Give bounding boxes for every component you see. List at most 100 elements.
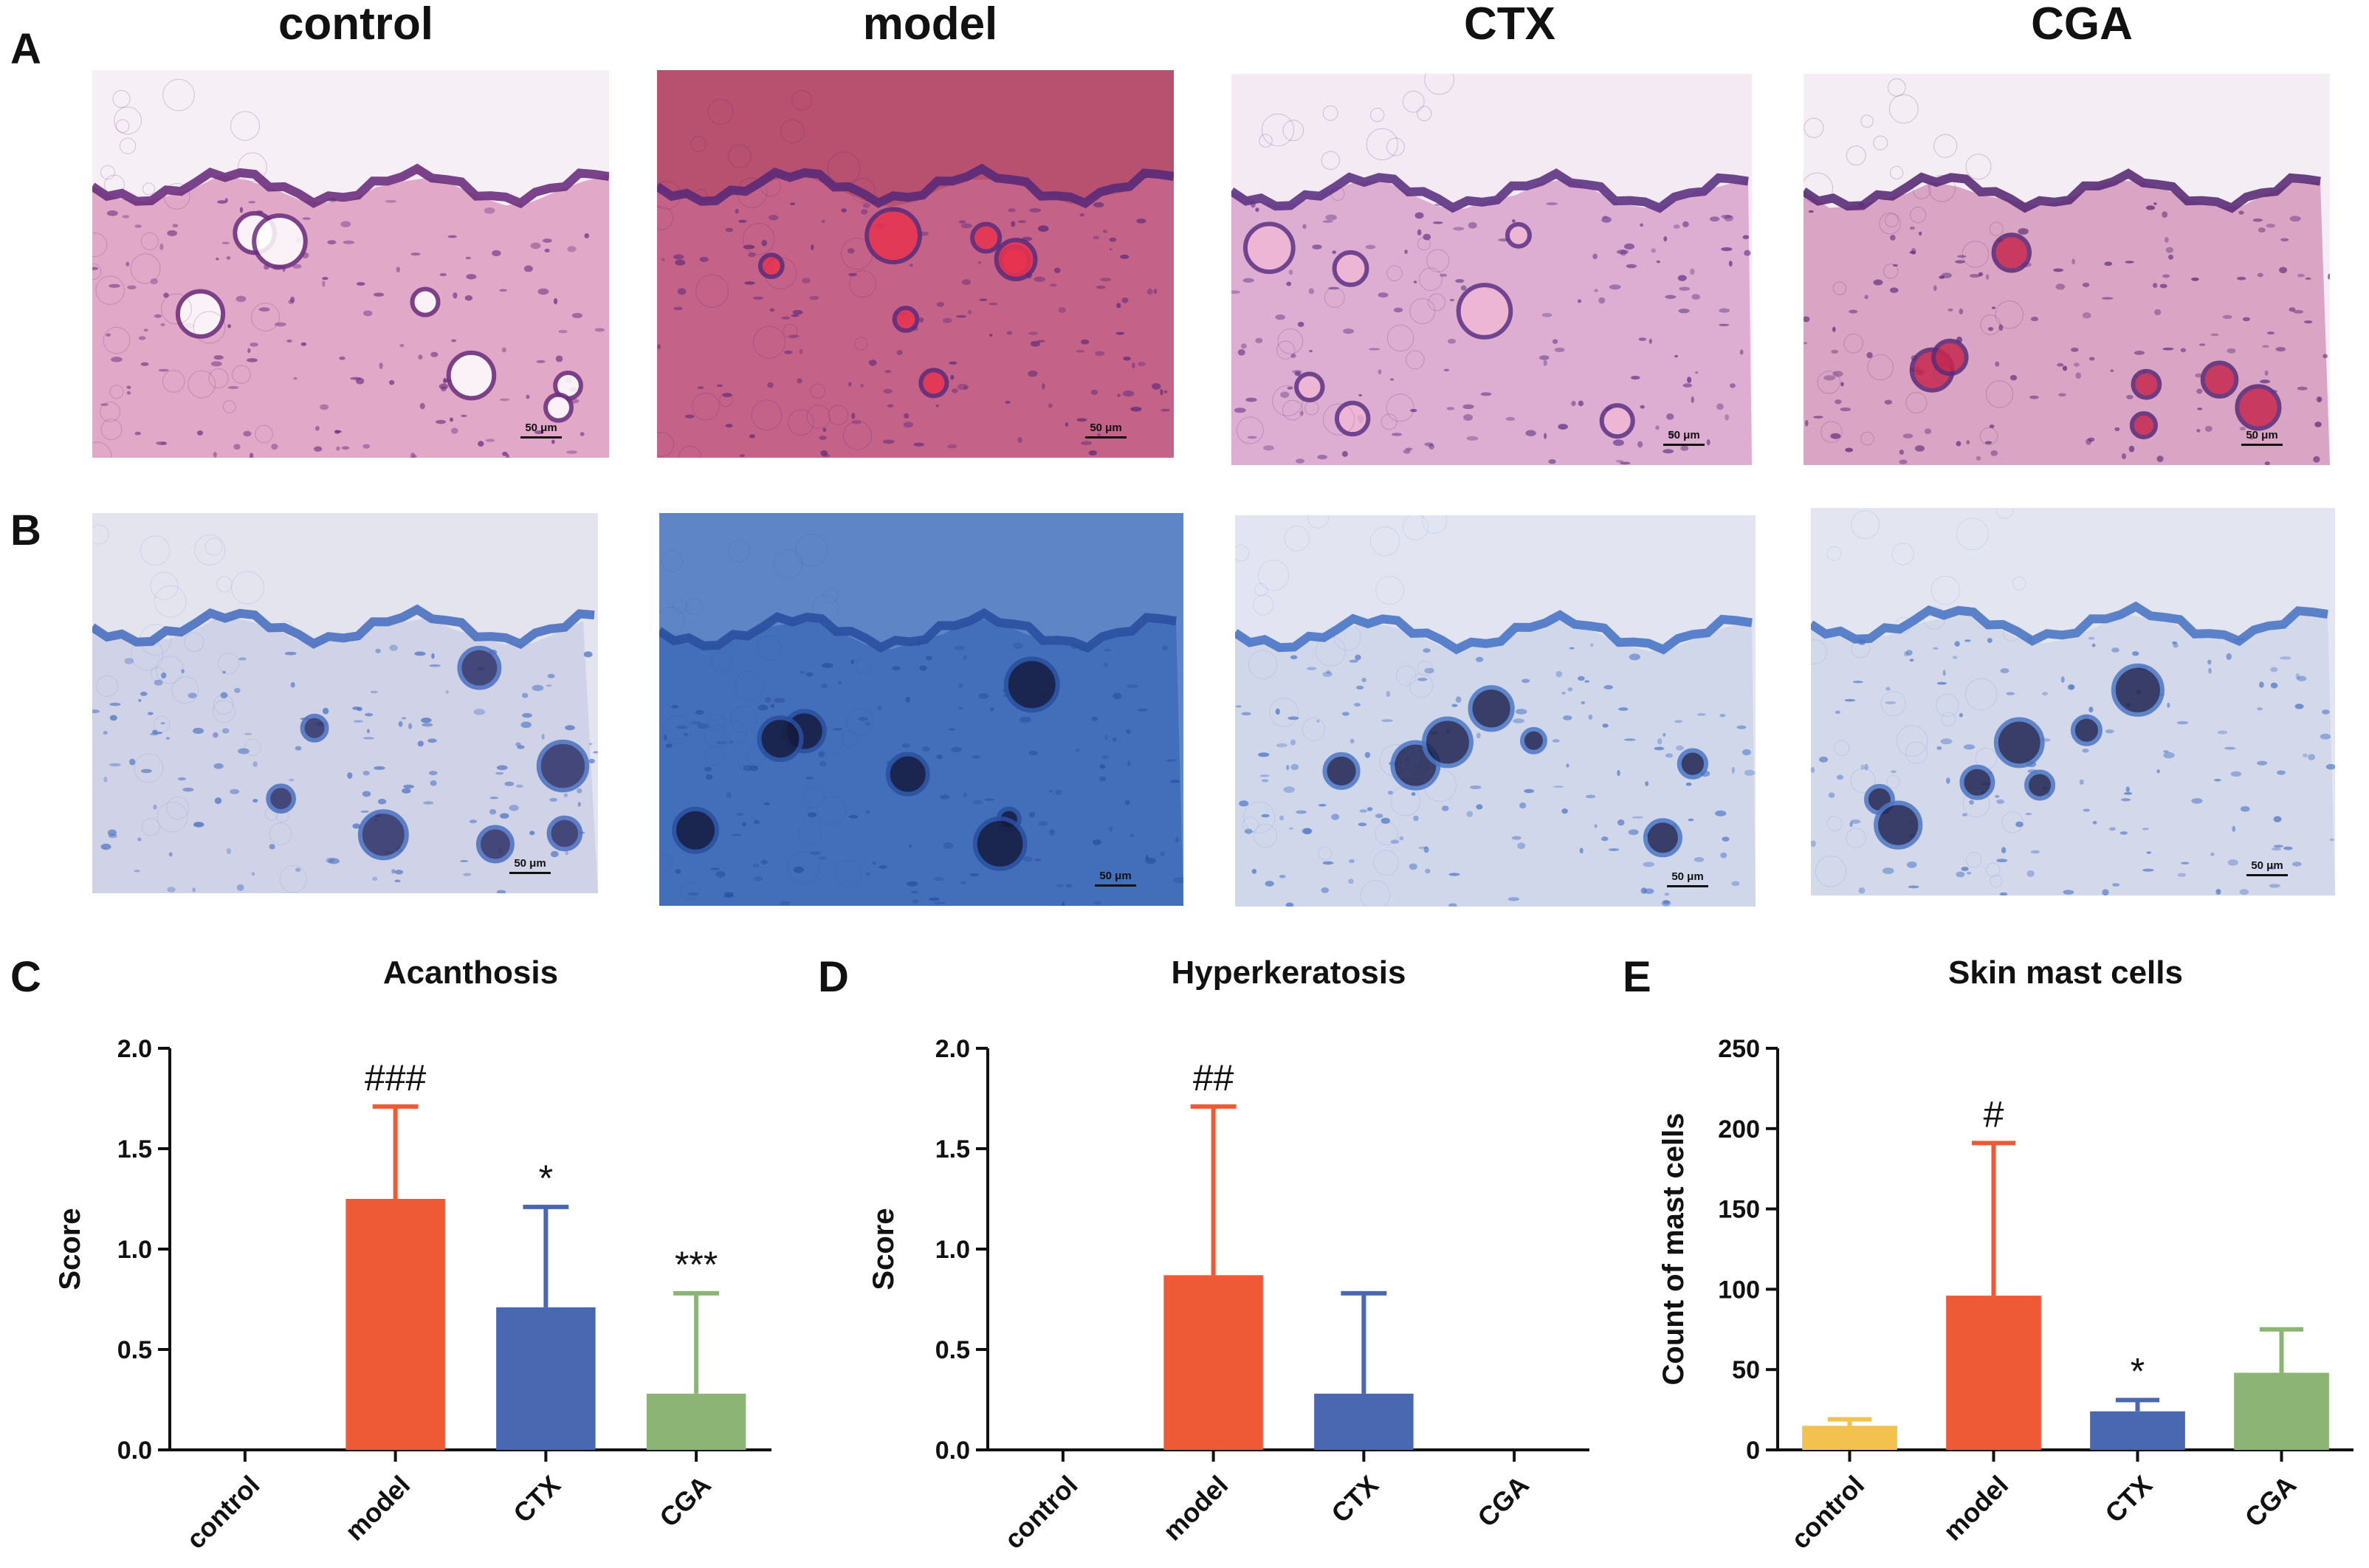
cell-nucleus [1117, 393, 1121, 397]
cell-nucleus [2260, 379, 2271, 384]
cell-nucleus [1736, 725, 1747, 729]
cell-nucleus [697, 386, 704, 390]
cell-nucleus [1665, 295, 1677, 299]
cell-nucleus [1850, 819, 1861, 824]
cell-nucleus [362, 737, 375, 740]
cell-nucleus [124, 658, 134, 664]
y-tick-label: 250 [1718, 1035, 1760, 1063]
cell-nucleus [224, 198, 228, 203]
y-tick-label: 0.5 [935, 1336, 970, 1364]
cell-nucleus [1617, 770, 1620, 777]
cell-nucleus [289, 296, 295, 303]
cell-nucleus [1682, 383, 1693, 388]
y-tick-label: 100 [1718, 1276, 1760, 1304]
cell-nucleus [1909, 659, 1914, 662]
cell-nucleus [160, 672, 167, 679]
cell-nucleus [2210, 852, 2215, 856]
hair-follicle [546, 815, 583, 852]
adipocyte [1961, 241, 1990, 268]
cell-nucleus [1637, 441, 1643, 448]
he-micrograph-control: 50 μm [92, 70, 609, 458]
bar-cga [646, 1393, 746, 1450]
cell-nucleus [802, 278, 811, 284]
cell-nucleus [1818, 756, 1829, 763]
cell-nucleus [1919, 231, 1922, 236]
x-tick-label: control [180, 1470, 265, 1555]
chart-skin-mast-cells: Skin mast cells Count of mast cells 0 50 100… [1652, 945, 2368, 1565]
cell-nucleus [469, 819, 478, 824]
cell-nucleus [339, 356, 345, 360]
cell-nucleus [2063, 890, 2074, 895]
cell-nucleus [928, 897, 940, 901]
cell-nucleus [2279, 656, 2291, 660]
cell-nucleus [2163, 752, 2175, 759]
cell-nucleus [221, 241, 230, 245]
cell-nucleus [1617, 250, 1629, 255]
cell-nucleus [1561, 692, 1566, 695]
cell-nucleus [735, 813, 744, 816]
cell-nucleus [165, 737, 171, 740]
adipocyte [1243, 801, 1276, 833]
cell-nucleus [2114, 427, 2120, 432]
cell-nucleus [1302, 828, 1313, 835]
cell-nucleus [293, 376, 298, 380]
cell-nucleus [1947, 308, 1953, 312]
cell-nucleus [140, 362, 149, 366]
cell-nucleus [1590, 643, 1594, 647]
adipocyte [1417, 106, 1432, 121]
cell-nucleus [1852, 681, 1863, 684]
cell-nucleus [2142, 828, 2150, 831]
cell-nucleus [2153, 202, 2157, 205]
cell-nucleus [445, 690, 449, 694]
cell-nucleus [149, 732, 159, 736]
adipocyte [153, 715, 171, 733]
y-tick-label: 50 [1732, 1356, 1760, 1384]
cell-nucleus [2009, 374, 2018, 381]
cell-nucleus [1623, 738, 1636, 741]
cell-nucleus [2181, 862, 2190, 865]
cell-nucleus [822, 662, 833, 668]
adipocyte [114, 106, 142, 135]
cell-nucleus [2159, 283, 2167, 289]
cell-nucleus [2029, 395, 2039, 399]
cell-nucleus [1393, 307, 1403, 313]
adipocyte [795, 533, 828, 567]
y-axis-label: Count of mast cells [1657, 1113, 1690, 1386]
adipocyte [773, 549, 803, 579]
cell-nucleus [328, 858, 340, 864]
cell-nucleus [1682, 221, 1689, 227]
cell-nucleus [752, 864, 760, 867]
adipocyte [855, 657, 872, 674]
adipocyte [104, 174, 125, 196]
cell-nucleus [100, 403, 109, 406]
adipocyte [1370, 526, 1400, 557]
cell-nucleus [1955, 260, 1965, 264]
cell-nucleus [805, 672, 814, 677]
cell-nucleus [544, 248, 550, 252]
cell-nucleus [947, 444, 957, 449]
cell-nucleus [431, 653, 435, 659]
adipocyte [2003, 625, 2021, 642]
cell-nucleus [1629, 653, 1640, 661]
cell-nucleus [2119, 831, 2128, 835]
cell-nucleus [109, 283, 120, 288]
cell-nucleus [2325, 763, 2335, 770]
adipocyte [208, 368, 229, 389]
cell-nucleus [1577, 299, 1582, 303]
adipocyte [100, 165, 115, 180]
cell-nucleus [2239, 889, 2249, 895]
cell-nucleus [1674, 354, 1678, 358]
cell-nucleus [1578, 675, 1585, 681]
adipocyte [722, 721, 747, 746]
cell-nucleus [892, 666, 901, 671]
cell-nucleus [1463, 414, 1474, 421]
cell-nucleus [810, 851, 821, 855]
cell-nucleus [1017, 436, 1022, 443]
cell-nucleus [673, 254, 684, 260]
cell-nucleus [172, 224, 179, 228]
cell-nucleus [421, 718, 432, 723]
adipocyte [232, 365, 251, 384]
cell-nucleus [2145, 205, 2156, 210]
cell-nucleus [1349, 659, 1358, 663]
adipocyte [719, 393, 733, 408]
